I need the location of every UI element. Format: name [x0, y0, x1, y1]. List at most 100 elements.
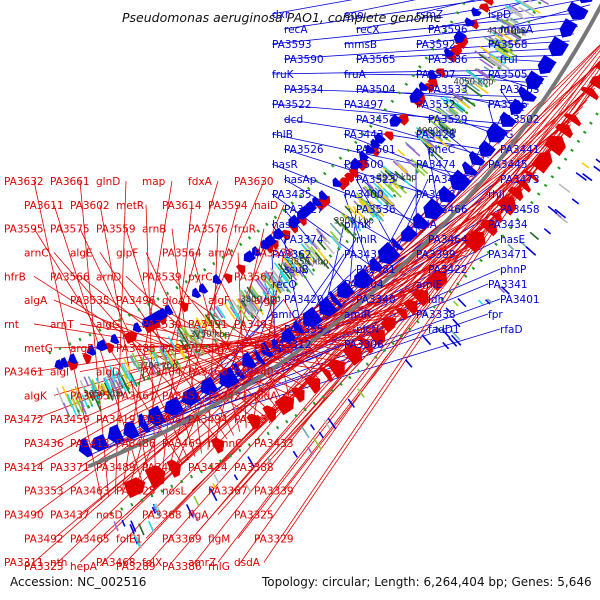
gene-label: hfrB — [4, 271, 26, 283]
gene-label: PA3593 — [272, 39, 312, 51]
feature-stripe — [233, 312, 242, 324]
feature-stripe — [113, 521, 119, 532]
feature-stripe — [83, 376, 90, 387]
gene-label: PA3445 — [488, 159, 528, 171]
gene-label: PA3566 — [50, 271, 90, 283]
gene-label: rhlR — [356, 234, 377, 246]
gene-label: arnD — [96, 271, 121, 283]
forward-gene-arrow — [200, 376, 219, 396]
feature-stripe — [419, 137, 434, 149]
forward-gene-arrow — [468, 150, 486, 166]
label-connector — [263, 67, 600, 563]
gene-label: PA3367 — [208, 486, 248, 498]
label-connector — [355, 148, 446, 209]
reverse-gene-arrow — [479, 219, 498, 237]
inner-forward-gene-arrow — [375, 132, 386, 143]
feature-stripe — [543, 228, 552, 235]
inner-forward-gene-arrow — [454, 33, 465, 43]
feature-stripe — [595, 158, 600, 164]
gene-label: PA3522 — [272, 99, 312, 111]
gene-label: PA3596 — [428, 24, 468, 36]
gene-label: PA3535 — [70, 295, 110, 307]
feature-stripe — [593, 165, 600, 172]
feature-stripe — [340, 223, 350, 234]
feature-stripe — [405, 143, 421, 157]
label-connector — [271, 69, 553, 75]
label-connector — [99, 77, 600, 539]
tick-label: 4050 kbp — [453, 78, 493, 88]
forward-gene-arrow — [147, 405, 166, 427]
gene-label: PA3481 — [356, 264, 396, 276]
gene-label: PA3492 — [24, 533, 64, 545]
gene-label: mmnC — [208, 438, 242, 450]
feature-stripe — [248, 302, 261, 320]
gene-label: nosD — [96, 510, 123, 522]
inner-forward-gene-arrow — [297, 209, 307, 220]
feature-stripe — [450, 96, 460, 104]
feature-stripe — [435, 325, 441, 332]
inner-reverse-gene-arrow — [383, 131, 394, 141]
gene-label: arnT — [50, 319, 74, 331]
feature-stripe — [109, 377, 118, 391]
genome-backbone — [87, 3, 600, 469]
feature-stripe — [366, 181, 374, 190]
feature-stripe — [100, 385, 106, 395]
gene-label: PA3451 — [162, 390, 202, 402]
feature-stripe — [175, 340, 186, 358]
label-connector — [121, 180, 173, 492]
feature-stripe — [380, 170, 387, 178]
feature-stripe — [391, 179, 407, 195]
feature-stripe — [477, 299, 484, 306]
feature-stripe — [440, 97, 449, 105]
gene-label: pldA — [254, 390, 278, 402]
label-connector — [283, 0, 486, 30]
feature-stripe — [488, 54, 510, 70]
feature-stripe — [383, 188, 394, 199]
gene-label: PA3503 — [500, 84, 540, 96]
reverse-gene-arrow — [426, 270, 448, 292]
inner-forward-gene-arrow — [86, 345, 97, 356]
feature-stripe — [298, 250, 312, 266]
feature-stripe — [383, 165, 393, 176]
feature-stripe — [175, 343, 187, 361]
feature-stripe — [76, 393, 87, 415]
feature-stripe — [452, 318, 461, 328]
feature-stripe — [277, 263, 292, 280]
gene-label: PA3532 — [416, 99, 456, 111]
gene-label: flgM — [208, 533, 230, 545]
label-connector — [283, 178, 405, 250]
forward-gene-arrow — [412, 212, 430, 230]
feature-stripe — [473, 79, 484, 88]
feature-stripe — [441, 328, 451, 339]
feature-stripe — [187, 340, 199, 358]
gene-label: algG — [96, 319, 120, 331]
gene-label: glnD — [96, 176, 120, 188]
inner-forward-gene-arrow — [212, 274, 223, 285]
inner-reverse-gene-arrow — [358, 158, 368, 169]
reverse-gene-arrow — [403, 299, 418, 315]
feature-stripe — [333, 217, 342, 227]
inner-forward-gene-arrow — [132, 322, 143, 333]
label-connector — [53, 222, 494, 444]
feature-stripe — [158, 345, 169, 361]
feature-stripe — [404, 157, 416, 168]
gene-label: algX — [208, 343, 231, 355]
forward-gene-arrow — [90, 434, 109, 452]
forward-gene-arrow — [391, 237, 404, 251]
feature-stripe — [115, 373, 123, 386]
feature-stripe — [129, 523, 135, 535]
reverse-gene-arrow — [304, 376, 321, 394]
reverse-gene-arrow — [342, 344, 363, 366]
label-connector — [191, 252, 241, 432]
feature-stripe — [394, 170, 405, 181]
inner-forward-gene-arrow — [191, 287, 202, 299]
feature-stripe — [447, 107, 459, 117]
reverse-gene-arrow — [544, 136, 566, 157]
reverse-gene-arrow — [491, 212, 503, 223]
feature-stripe — [61, 386, 68, 398]
feature-stripe — [435, 129, 452, 143]
reverse-gene-arrow — [412, 289, 429, 307]
forward-gene-arrow — [517, 86, 537, 102]
feature-stripe — [501, 33, 520, 46]
gene-label: PA3538 — [254, 247, 294, 259]
